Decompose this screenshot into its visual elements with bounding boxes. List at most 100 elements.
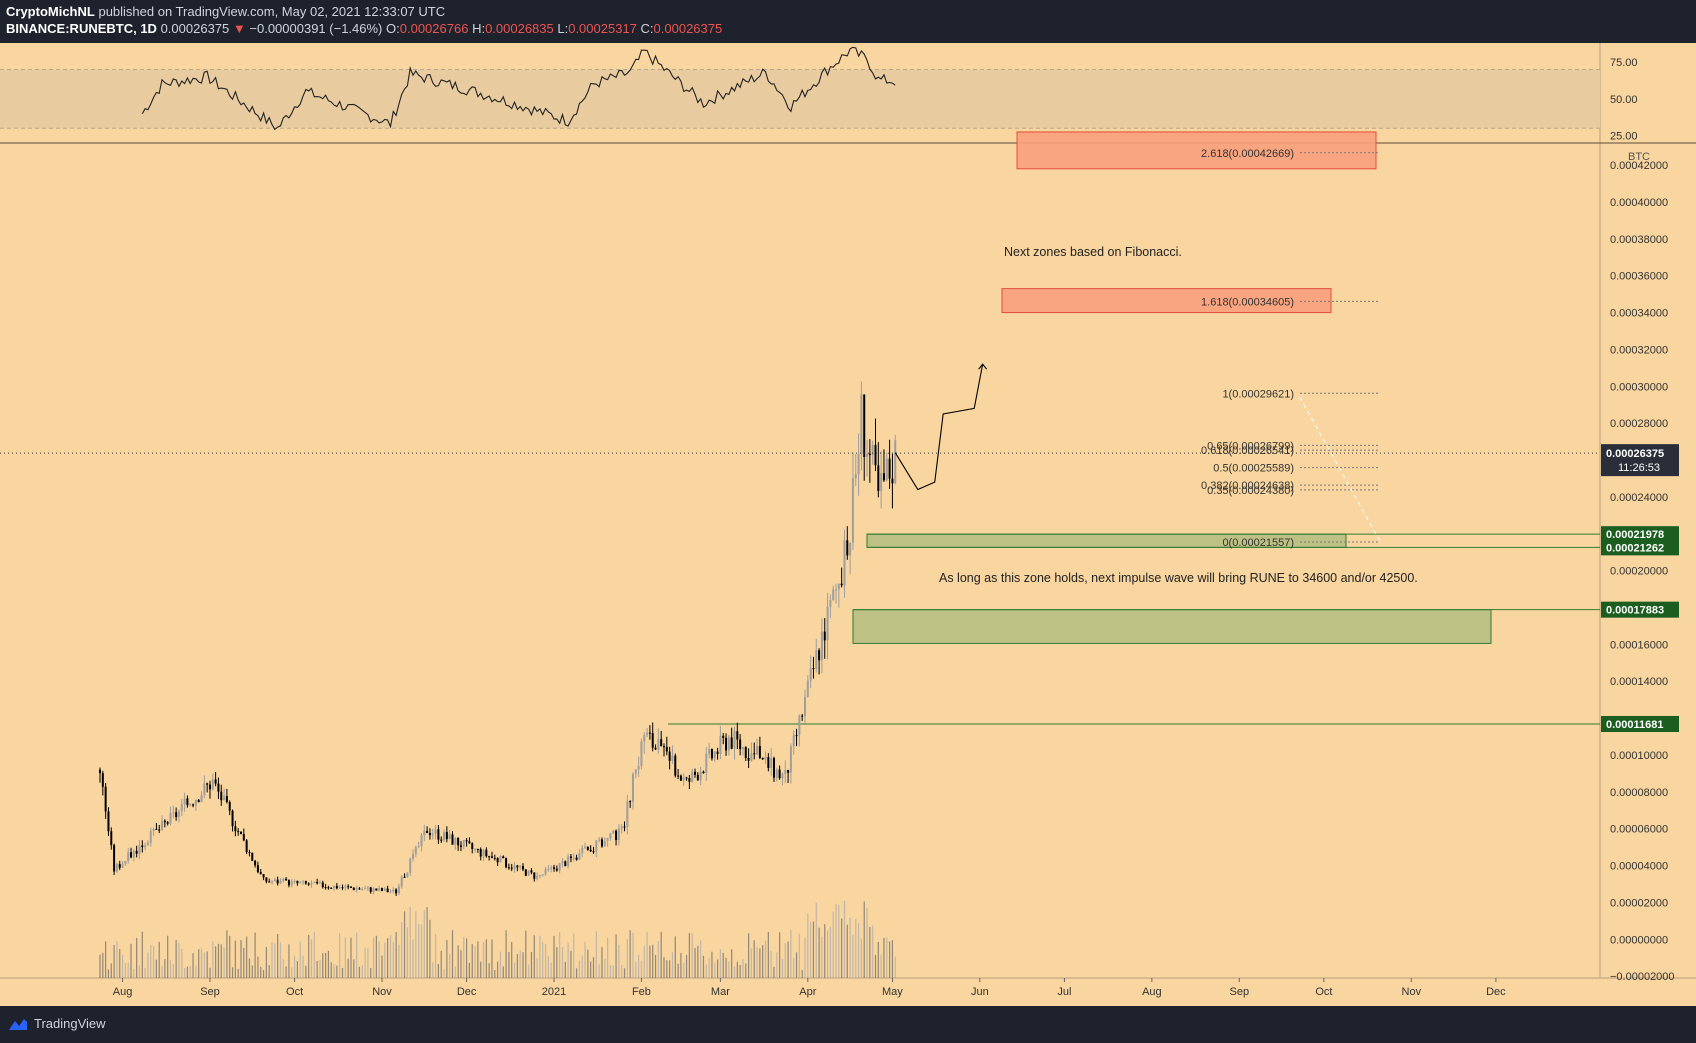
volume-bar (745, 963, 747, 978)
tradingview-brand[interactable]: TradingView (8, 1016, 106, 1031)
candle-body (775, 769, 778, 778)
volume-bar (826, 930, 829, 978)
candle-body (758, 746, 761, 758)
candle-body (194, 799, 197, 806)
volume-bar (327, 950, 330, 978)
level-price-value: 0.00021262 (1606, 542, 1664, 554)
projection-arrow-icon (978, 363, 988, 370)
candle-body (854, 474, 857, 479)
candle-body (866, 453, 869, 458)
volume-bar (716, 959, 719, 978)
volume-bar (406, 927, 408, 978)
volume-bar (547, 956, 549, 978)
volume-bar (595, 931, 597, 978)
candle-body (104, 786, 107, 812)
time-tick-label: Dec (457, 986, 477, 998)
volume-bar (466, 938, 468, 978)
candle-body (756, 746, 759, 755)
candle-body (798, 715, 801, 736)
volume-bar (533, 935, 535, 978)
volume-bar (440, 950, 442, 978)
candle-body (541, 874, 544, 876)
volume-bar (654, 954, 657, 978)
candle-body (679, 775, 682, 781)
level-price-value: 0.00021978 (1606, 529, 1664, 541)
volume-bar (663, 957, 665, 978)
volume-bar (271, 942, 273, 978)
volume-bar (714, 962, 716, 978)
candle-body (682, 777, 685, 781)
candle-body (888, 458, 891, 479)
volume-bar (494, 969, 496, 978)
candle-body (152, 829, 155, 831)
candle-body (646, 732, 649, 735)
volume-bar (798, 933, 800, 978)
candles-group (99, 381, 897, 978)
candle-body (423, 830, 426, 836)
symbol-label[interactable]: BINANCE:RUNEBTC, 1D (6, 21, 157, 36)
candle-body (397, 886, 400, 894)
volume-bar (742, 958, 744, 978)
candle-body (851, 478, 854, 543)
volume-bar (592, 957, 595, 978)
candle-body (634, 769, 637, 774)
volume-bar (488, 963, 490, 978)
candle-body (327, 887, 330, 889)
candle-body (688, 778, 691, 782)
candle-body (530, 870, 533, 873)
volume-bar (776, 952, 778, 978)
candle-body (561, 861, 564, 864)
volume-bar (838, 904, 840, 978)
candle-body (130, 852, 133, 858)
volume-bar (722, 952, 724, 978)
volume-bar (607, 937, 609, 978)
volume-bar (652, 944, 654, 978)
time-tick-label: May (882, 986, 903, 998)
volume-bar (144, 967, 146, 978)
candle-body (313, 881, 316, 884)
price-tick-label: 0.00030000 (1610, 381, 1668, 393)
candle-body (620, 826, 623, 829)
candle-body (569, 856, 572, 859)
candle-body (513, 865, 516, 869)
candle-body (310, 883, 313, 885)
candle-body (651, 733, 654, 748)
candle-body (677, 775, 680, 777)
price-chart[interactable]: 75.00 50.00 25.00 0.00042000 0.00040000 0.000… (0, 43, 1696, 1006)
candle-body (770, 758, 773, 768)
volume-bar (756, 947, 758, 978)
candle-body (175, 812, 178, 817)
candle-body (189, 804, 192, 806)
candle-body (705, 753, 708, 774)
price-tick-label: 0.00000000 (1610, 934, 1668, 946)
volume-bar (502, 966, 504, 978)
candle-body (631, 773, 634, 802)
volume-bar (215, 946, 217, 978)
volume-bar (158, 941, 160, 978)
volume-bar (454, 966, 456, 978)
candle-body (279, 880, 282, 884)
candle-body (316, 881, 319, 884)
volume-bar (748, 933, 750, 978)
close-value: 0.00026375 (653, 21, 723, 36)
volume-bar (880, 954, 882, 978)
candle-body (820, 631, 823, 661)
time-tick-label: Aug (113, 986, 133, 998)
candle-body (623, 826, 626, 828)
price-change: −0.00000391 (−1.46%) (249, 21, 383, 36)
level-price-tag (1601, 526, 1679, 543)
price-tick-label: 0.00016000 (1610, 639, 1668, 651)
candle-body (823, 631, 826, 641)
candle-body (708, 749, 711, 754)
rsi-tick-label: 50.00 (1610, 94, 1638, 106)
candle-body (547, 868, 550, 870)
volume-bar (787, 941, 789, 978)
candle-body (829, 599, 832, 607)
volume-bar (764, 940, 767, 978)
time-tick-label: Jun (971, 986, 989, 998)
volume-bar (815, 902, 817, 978)
candle-body (806, 680, 809, 697)
candle-body (392, 889, 395, 892)
candle-body (375, 888, 378, 891)
author-name[interactable]: CryptoMichNL (6, 4, 95, 19)
